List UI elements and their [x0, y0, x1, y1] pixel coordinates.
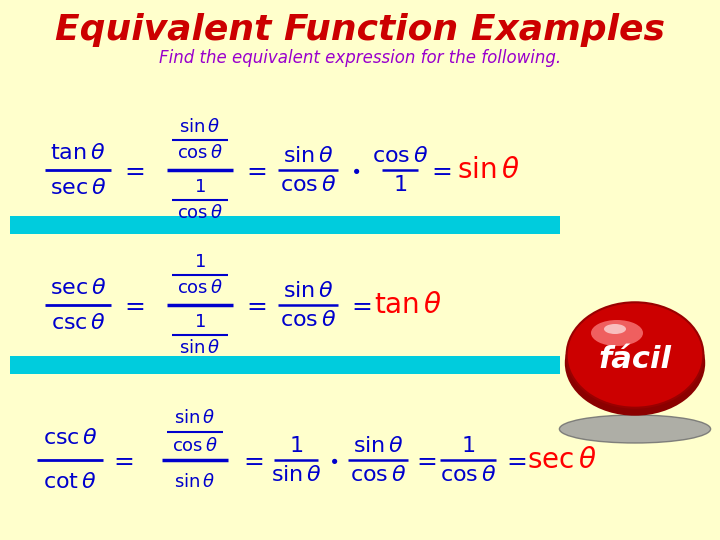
- Text: $=$: $=$: [243, 158, 268, 182]
- Text: $\sin\theta$: $\sin\theta$: [283, 281, 333, 301]
- Text: $\bullet$: $\bullet$: [350, 161, 360, 179]
- Text: $=$: $=$: [240, 448, 264, 472]
- Ellipse shape: [564, 310, 705, 416]
- Text: $\cos\theta$: $\cos\theta$: [177, 204, 223, 222]
- Bar: [10, 216, 560, 234]
- Text: $\sin\theta$: $\sin\theta$: [353, 436, 403, 456]
- Text: $\sec\theta$: $\sec\theta$: [50, 178, 106, 198]
- Text: $\cos\theta$: $\cos\theta$: [440, 465, 496, 485]
- Text: $\sin\theta$: $\sin\theta$: [179, 339, 221, 357]
- Text: $\csc\theta$: $\csc\theta$: [42, 428, 97, 448]
- Text: $\cos\theta$: $\cos\theta$: [350, 465, 406, 485]
- Text: $\cos\theta$: $\cos\theta$: [172, 437, 218, 455]
- Text: $=$: $=$: [120, 293, 145, 317]
- Ellipse shape: [591, 320, 643, 346]
- Text: $1$: $1$: [194, 253, 206, 271]
- Text: $\sin\theta$: $\sin\theta$: [174, 409, 216, 427]
- Text: $=$: $=$: [348, 293, 372, 317]
- Text: $\csc\theta$: $\csc\theta$: [50, 313, 105, 333]
- Text: $1$: $1$: [289, 436, 303, 456]
- Text: $\cos\theta$: $\cos\theta$: [177, 279, 223, 297]
- Ellipse shape: [559, 415, 711, 443]
- Text: $1$: $1$: [194, 178, 206, 196]
- Text: $\bullet$: $\bullet$: [328, 451, 338, 469]
- Text: $\cos\theta$: $\cos\theta$: [280, 310, 336, 330]
- Text: $\cot\theta$: $\cot\theta$: [43, 472, 96, 492]
- Text: $\cos\theta$: $\cos\theta$: [280, 175, 336, 195]
- Text: $\tan\theta$: $\tan\theta$: [50, 143, 106, 163]
- Text: $\sin\theta$: $\sin\theta$: [179, 118, 221, 136]
- Text: Equivalent Function Examples: Equivalent Function Examples: [55, 13, 665, 47]
- Text: $=$: $=$: [413, 448, 438, 472]
- Text: $\tan\theta$: $\tan\theta$: [374, 291, 442, 319]
- Text: $\sin\theta$: $\sin\theta$: [174, 473, 216, 491]
- Text: fácil: fácil: [598, 346, 672, 375]
- Text: $1$: $1$: [393, 175, 407, 195]
- Text: $=$: $=$: [120, 158, 145, 182]
- Text: $1$: $1$: [461, 436, 475, 456]
- Text: $=$: $=$: [243, 293, 268, 317]
- Text: Find the equivalent expression for the following.: Find the equivalent expression for the f…: [159, 49, 561, 67]
- Text: $\sin\theta$: $\sin\theta$: [456, 156, 519, 184]
- Ellipse shape: [604, 324, 626, 334]
- Text: $\cos\theta$: $\cos\theta$: [177, 144, 223, 162]
- Text: $1$: $1$: [194, 313, 206, 331]
- Text: $\sin\theta$: $\sin\theta$: [271, 465, 321, 485]
- Text: $=$: $=$: [503, 448, 528, 472]
- Text: $\cos\theta$: $\cos\theta$: [372, 146, 428, 166]
- Text: $=$: $=$: [109, 448, 135, 472]
- Text: $\sec\theta$: $\sec\theta$: [50, 278, 106, 298]
- Bar: [10, 356, 560, 374]
- Text: $\sin\theta$: $\sin\theta$: [283, 146, 333, 166]
- Text: $\sec\theta$: $\sec\theta$: [527, 446, 597, 474]
- Ellipse shape: [567, 302, 703, 408]
- Text: $=$: $=$: [428, 158, 453, 182]
